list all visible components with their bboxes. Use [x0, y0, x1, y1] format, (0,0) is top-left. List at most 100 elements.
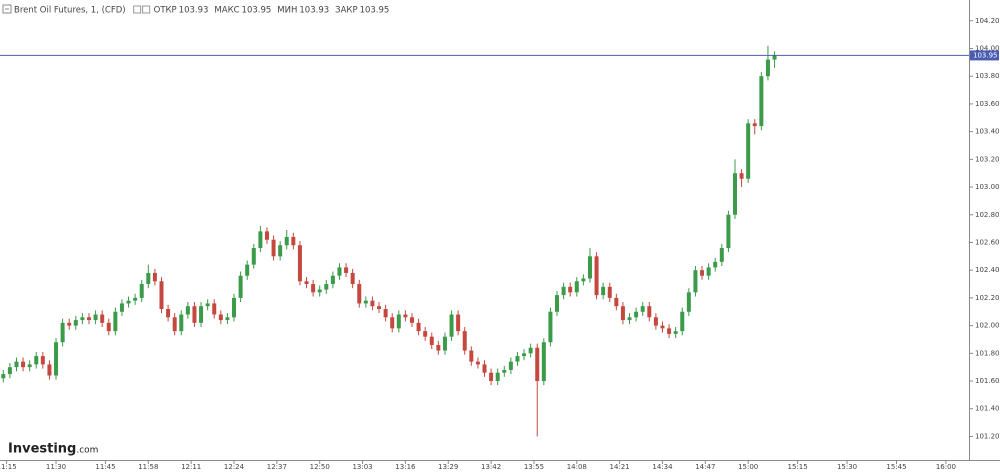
candle-body — [330, 275, 335, 285]
header-icon — [133, 5, 142, 14]
candle-body — [667, 328, 672, 334]
candle-body — [522, 353, 527, 357]
candle-body — [574, 281, 579, 293]
collapse-icon[interactable] — [2, 4, 12, 14]
candle-body — [469, 350, 474, 362]
candle-body — [317, 289, 322, 293]
candle-body — [126, 300, 131, 304]
candle-body — [739, 173, 744, 179]
price-label-box — [970, 50, 999, 61]
candle-body — [119, 303, 124, 312]
candle-body — [548, 311, 553, 343]
candle-body — [732, 173, 737, 215]
candle-body — [634, 311, 639, 318]
candle-body — [423, 331, 428, 337]
candle-body — [100, 314, 105, 323]
candle-body — [357, 284, 362, 304]
candle-body — [746, 123, 751, 179]
candle-body — [508, 361, 513, 370]
y-tick-label: 104.00 — [975, 44, 1000, 52]
candle-body — [640, 306, 645, 312]
y-tick-label: 101.80 — [975, 349, 1000, 357]
candle-body — [489, 372, 494, 382]
candle-body — [205, 303, 210, 307]
x-tick-label: 13:42 — [481, 463, 501, 471]
candle-body — [772, 55, 777, 60]
candle-body — [581, 278, 586, 282]
y-tick-label: 103.80 — [975, 72, 1000, 80]
candle-body — [594, 256, 599, 296]
candle-body — [212, 303, 217, 315]
candle-body — [363, 300, 368, 304]
candle-body — [713, 261, 718, 268]
candle-body — [409, 317, 414, 323]
x-tick-label: 13:16 — [395, 463, 416, 471]
y-tick-label: 102.80 — [975, 211, 1000, 219]
chart-title: Brent Oil Futures, 1, (CFD) — [14, 6, 126, 16]
x-tick-label: 12:37 — [267, 463, 287, 471]
x-tick-label: 15:45 — [886, 463, 906, 471]
candle-body — [686, 292, 691, 312]
candle-body — [199, 306, 204, 323]
x-tick-label: 14:47 — [695, 463, 715, 471]
candle-body — [436, 345, 441, 351]
candle-body — [396, 314, 401, 329]
candle-body — [383, 308, 388, 318]
x-tick-label: 13:03 — [352, 463, 372, 471]
stat-value: 103.93 — [299, 6, 329, 16]
candle-body — [390, 317, 395, 329]
stat-label: ЗАКР — [335, 6, 357, 16]
candle-body — [93, 314, 98, 321]
candle-body — [139, 284, 144, 298]
candle-body — [258, 231, 263, 249]
candle-body — [278, 245, 283, 257]
candle-body — [232, 297, 237, 318]
candle-body — [765, 59, 770, 77]
candle-body — [561, 286, 566, 296]
candle-body — [555, 295, 560, 312]
candle-body — [680, 311, 685, 332]
candle-body — [179, 314, 184, 332]
candle-body — [146, 272, 151, 285]
candle-body — [54, 342, 59, 376]
y-tick-label: 103.40 — [975, 128, 1000, 136]
y-tick-label: 102.00 — [975, 322, 1000, 330]
candle-body — [759, 76, 764, 127]
candle-body — [284, 236, 289, 246]
x-tick-label: 14:21 — [610, 463, 630, 471]
candle-body — [311, 284, 316, 293]
candle-body — [185, 306, 190, 315]
x-tick-label: 14:08 — [567, 463, 587, 471]
x-tick-label: 15:15 — [788, 463, 808, 471]
candle-body — [245, 264, 250, 276]
x-tick-label: 12:11 — [181, 463, 201, 471]
candle-body — [34, 356, 39, 365]
candle-body — [73, 320, 78, 326]
candle-body — [568, 286, 573, 293]
candle-body — [47, 364, 52, 376]
x-tick-label: 11:15 — [0, 463, 17, 471]
y-tick-label: 102.20 — [975, 294, 1000, 302]
x-tick-label: 11:30 — [46, 463, 66, 471]
candle-body — [429, 336, 434, 345]
candle-body — [673, 331, 678, 334]
candle-body — [40, 356, 45, 365]
candle-body — [60, 322, 65, 343]
candle-body — [337, 267, 342, 276]
header-icon — [142, 5, 151, 14]
candle-body — [515, 356, 520, 362]
logo: Investing — [8, 442, 76, 457]
candle-body — [528, 347, 533, 354]
y-tick-label: 101.40 — [975, 405, 1000, 413]
y-tick-label: 101.20 — [975, 432, 1000, 440]
candle-body — [614, 297, 619, 307]
candle-body — [653, 317, 658, 326]
candle-body — [370, 300, 375, 307]
candle-body — [291, 236, 296, 246]
x-tick-label: 11:58 — [138, 463, 158, 471]
candle-body — [297, 245, 302, 282]
y-tick-label: 102.40 — [975, 266, 1000, 274]
candle-body — [106, 322, 111, 332]
